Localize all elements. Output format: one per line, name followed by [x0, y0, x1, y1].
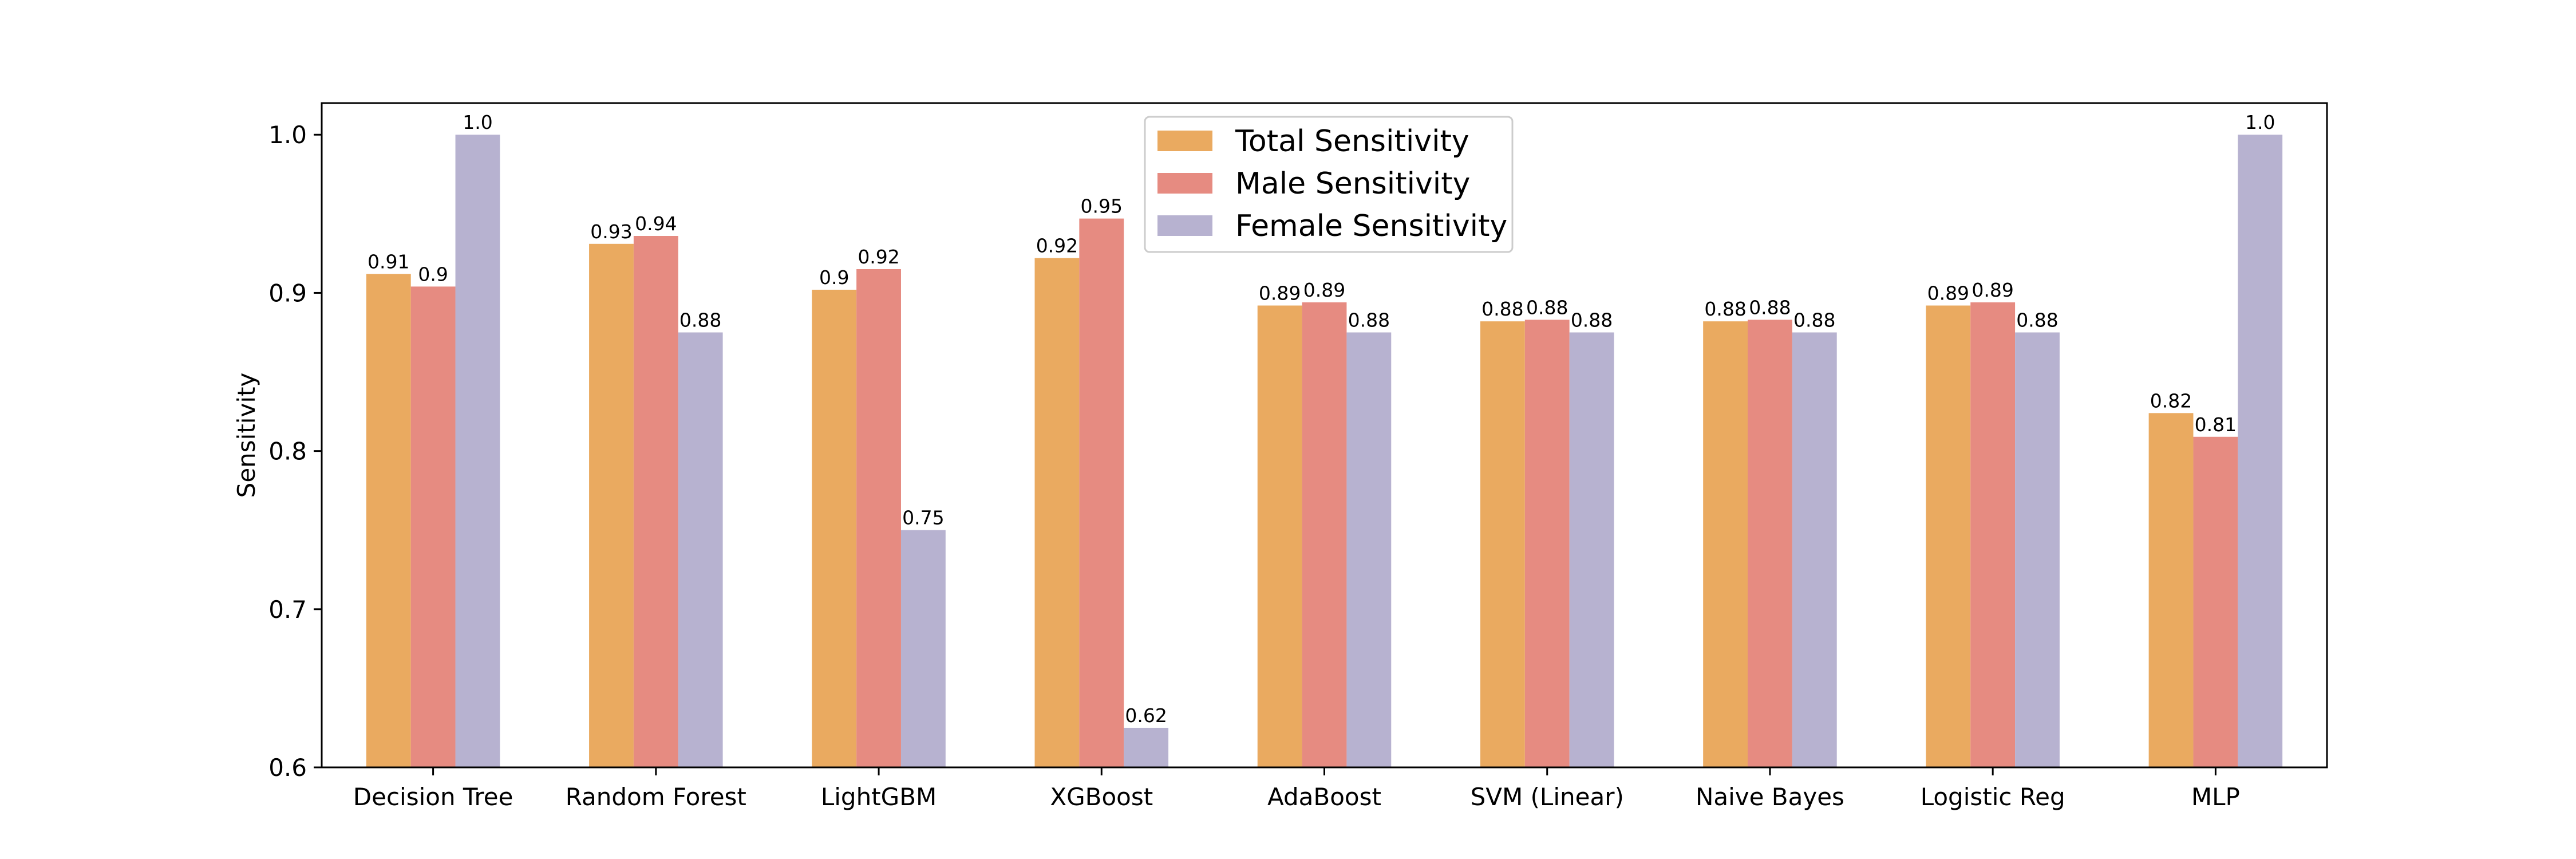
bar-total-sensitivity-decision-tree — [366, 274, 411, 767]
bar-value-label: 0.95 — [1081, 195, 1123, 218]
legend-swatch-male-sensitivity — [1157, 173, 1212, 194]
bar-value-label: 0.75 — [902, 507, 944, 529]
bar-labels-group: 0.910.930.90.920.890.88 0.880.890.820.90.… — [368, 111, 2275, 727]
x-tick-label: Logistic Reg — [1921, 783, 2065, 811]
x-tick-label: Naive Bayes — [1696, 783, 1844, 811]
legend-box — [1144, 116, 1514, 253]
bar-male-sensitivity-adaboost — [1302, 302, 1347, 767]
y-tick-label: 0.8 — [268, 438, 307, 466]
bar-value-label: 0.94 — [635, 212, 677, 235]
bar-value-label: 0.88 — [679, 309, 721, 331]
bar-value-label: 0.82 — [2150, 389, 2192, 412]
bar-value-label: 0.93 — [590, 220, 632, 243]
bar-value-label: 0.62 — [1125, 704, 1167, 727]
bar-value-label: 0.89 — [1971, 279, 2013, 301]
bar-female-sensitivity-decision-tree — [455, 135, 500, 768]
bar-value-label: 0.88 — [1571, 309, 1613, 331]
x-tick-label: LightGBM — [821, 783, 937, 811]
bar-value-label: 0.81 — [2195, 413, 2237, 436]
bar-female-sensitivity-random-forest — [678, 332, 723, 767]
bar-total-sensitivity-adaboost — [1257, 305, 1302, 767]
bar-male-sensitivity-svm-linear — [1524, 320, 1570, 767]
x-tick-label: Random Forest — [566, 783, 746, 811]
legend-label: Female Sensitivity — [1235, 209, 1507, 243]
legend: Total Sensitivity Male Sensitivity Female … — [1144, 116, 1514, 253]
y-tick-label: 0.6 — [268, 754, 307, 782]
bar-value-label: 0.88 — [1481, 298, 1523, 320]
y-tick-label: 0.9 — [268, 279, 307, 307]
bars-group — [366, 135, 2283, 768]
legend-swatch-total-sensitivity — [1157, 131, 1212, 151]
bar-female-sensitivity-svm-linear — [1569, 332, 1614, 767]
bar-total-sensitivity-svm-linear — [1480, 321, 1525, 767]
y-tick-label: 1.0 — [268, 121, 307, 149]
bar-male-sensitivity-naive-bayes — [1748, 320, 1792, 767]
y-axis-title: Sensitivity — [232, 373, 260, 498]
bar-value-label: 0.88 — [2016, 309, 2058, 331]
bar-male-sensitivity-decision-tree — [410, 286, 456, 767]
x-tick-label: AdaBoost — [1267, 783, 1381, 811]
bar-male-sensitivity-logistic-reg — [1970, 302, 2016, 767]
bar-female-sensitivity-logistic-reg — [2015, 332, 2060, 767]
bar-total-sensitivity-lightgbm — [812, 289, 857, 767]
bar-value-label: 0.89 — [1927, 282, 1969, 305]
y-axis: 0.6 0.7 0.8 0.9 1.0 — [268, 121, 322, 782]
bar-total-sensitivity-xgboost — [1034, 258, 1080, 768]
bar-female-sensitivity-mlp — [2238, 135, 2283, 768]
bar-female-sensitivity-adaboost — [1346, 332, 1392, 767]
bar-value-label: 0.91 — [368, 250, 409, 273]
bar-value-label: 0.9 — [819, 266, 849, 289]
bar-male-sensitivity-xgboost — [1079, 218, 1124, 768]
bar-value-label: 0.88 — [1704, 298, 1746, 320]
bar-value-label: 0.88 — [1526, 296, 1568, 318]
bar-total-sensitivity-logistic-reg — [1926, 305, 1971, 767]
bar-value-label: 0.88 — [1793, 309, 1835, 331]
x-tick-label: Decision Tree — [353, 783, 513, 811]
bar-total-sensitivity-naive-bayes — [1703, 321, 1748, 767]
x-tick-label: XGBoost — [1050, 783, 1153, 811]
bar-value-label: 1.0 — [463, 111, 492, 133]
bar-value-label: 0.92 — [858, 246, 899, 268]
bar-value-label: 0.88 — [1348, 309, 1390, 331]
legend-label: Total Sensitivity — [1235, 124, 1469, 159]
x-axis: Decision Tree Random Forest LightGBM XGBoos… — [353, 767, 2240, 811]
bar-female-sensitivity-naive-bayes — [1792, 332, 1837, 767]
bar-value-label: 0.89 — [1259, 282, 1301, 305]
bar-female-sensitivity-lightgbm — [900, 530, 946, 767]
y-tick-label: 0.7 — [268, 596, 307, 624]
bar-male-sensitivity-lightgbm — [856, 269, 901, 767]
legend-label: Male Sensitivity — [1235, 167, 1470, 201]
bar-total-sensitivity-mlp — [2148, 413, 2194, 767]
bar-total-sensitivity-random-forest — [589, 243, 634, 767]
x-tick-label: SVM (Linear) — [1471, 783, 1624, 811]
bar-value-label: 1.0 — [2245, 111, 2275, 133]
bar-male-sensitivity-mlp — [2193, 436, 2238, 767]
bar-value-label: 0.89 — [1303, 279, 1345, 301]
bar-female-sensitivity-xgboost — [1124, 727, 1169, 767]
bar-value-label: 0.92 — [1036, 235, 1078, 257]
bar-value-label: 0.88 — [1749, 296, 1791, 318]
bar-male-sensitivity-random-forest — [633, 236, 678, 767]
bar-value-label: 0.9 — [418, 263, 448, 285]
x-tick-label: MLP — [2191, 783, 2240, 811]
legend-swatch-female-sensitivity — [1157, 215, 1212, 236]
